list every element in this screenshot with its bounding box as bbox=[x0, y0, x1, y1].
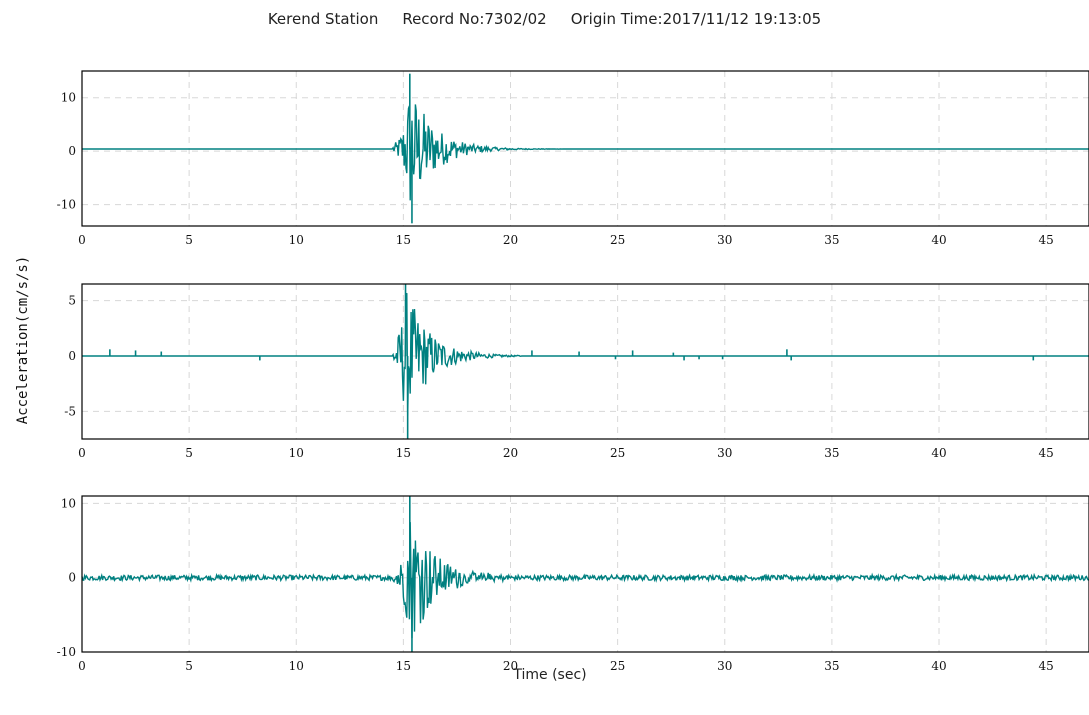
x-tick-label: 40 bbox=[931, 659, 946, 673]
y-tick-label: 10 bbox=[61, 496, 76, 510]
x-tick-label: 30 bbox=[717, 233, 732, 247]
x-tick-label: 20 bbox=[503, 233, 518, 247]
x-tick-label: 0 bbox=[78, 446, 86, 460]
y-tick-label: 0 bbox=[68, 349, 76, 363]
x-tick-label: 45 bbox=[1039, 233, 1054, 247]
y-tick-label: -5 bbox=[64, 404, 76, 418]
y-tick-label: 5 bbox=[68, 294, 76, 308]
x-tick-label: 30 bbox=[717, 446, 732, 460]
waveform-trace bbox=[82, 104, 1089, 201]
x-tick-label: 10 bbox=[289, 659, 304, 673]
plot-frame bbox=[81, 495, 1089, 653]
chart-title: Kerend Station Record No:7302/02 Origin Ti… bbox=[0, 10, 1089, 28]
x-tick-label: 45 bbox=[1039, 446, 1054, 460]
y-tick-label: 0 bbox=[68, 144, 76, 158]
y-axis-label: Acceleration(cm/s/s) bbox=[15, 256, 31, 425]
x-tick-label: 25 bbox=[610, 446, 625, 460]
x-tick-label: 10 bbox=[289, 233, 304, 247]
x-axis-label: Time (sec) bbox=[512, 667, 586, 683]
x-tick-label: 40 bbox=[931, 446, 946, 460]
station-name: Kerend Station bbox=[267, 10, 379, 28]
x-tick-label: 10 bbox=[289, 446, 304, 460]
x-tick-label: 20 bbox=[503, 446, 518, 460]
x-tick-label: 0 bbox=[78, 659, 86, 673]
x-tick-label: 40 bbox=[931, 233, 946, 247]
x-tick-label: 25 bbox=[610, 233, 625, 247]
x-tick-label: 5 bbox=[185, 659, 193, 673]
x-tick-label: 45 bbox=[1039, 659, 1054, 673]
x-tick-label: 35 bbox=[824, 446, 839, 460]
panel-1: -10 0 10 0 5 10 15 20 25 30 35 40 45 bbox=[57, 70, 1089, 247]
x-tick-label: 25 bbox=[610, 659, 625, 673]
panel-2: -5 0 5 0 5 10 15 20 25 30 35 40 45 bbox=[64, 283, 1089, 460]
x-tick-label: 30 bbox=[717, 659, 732, 673]
plot-frame bbox=[81, 70, 1089, 227]
record-number: Record No:7302/02 bbox=[402, 10, 547, 28]
x-tick-label: 5 bbox=[185, 233, 193, 247]
x-tick-label: 15 bbox=[396, 446, 411, 460]
x-tick-label: 5 bbox=[185, 446, 193, 460]
x-tick-label: 15 bbox=[396, 659, 411, 673]
y-tick-label: 10 bbox=[61, 91, 76, 105]
origin-time: Origin Time:2017/11/12 19:13:05 bbox=[570, 10, 822, 28]
y-tick-label: -10 bbox=[57, 198, 76, 212]
x-tick-label: 0 bbox=[78, 233, 86, 247]
waveform-trace bbox=[82, 292, 1089, 416]
y-tick-label: -10 bbox=[57, 645, 76, 659]
plot-frame bbox=[81, 283, 1089, 440]
x-tick-label: 35 bbox=[824, 659, 839, 673]
x-tick-label: 20 bbox=[503, 659, 518, 673]
waveform-trace bbox=[81, 522, 1089, 639]
y-tick-label: 0 bbox=[68, 571, 76, 585]
x-tick-label: 35 bbox=[824, 233, 839, 247]
x-tick-label: 15 bbox=[396, 233, 411, 247]
